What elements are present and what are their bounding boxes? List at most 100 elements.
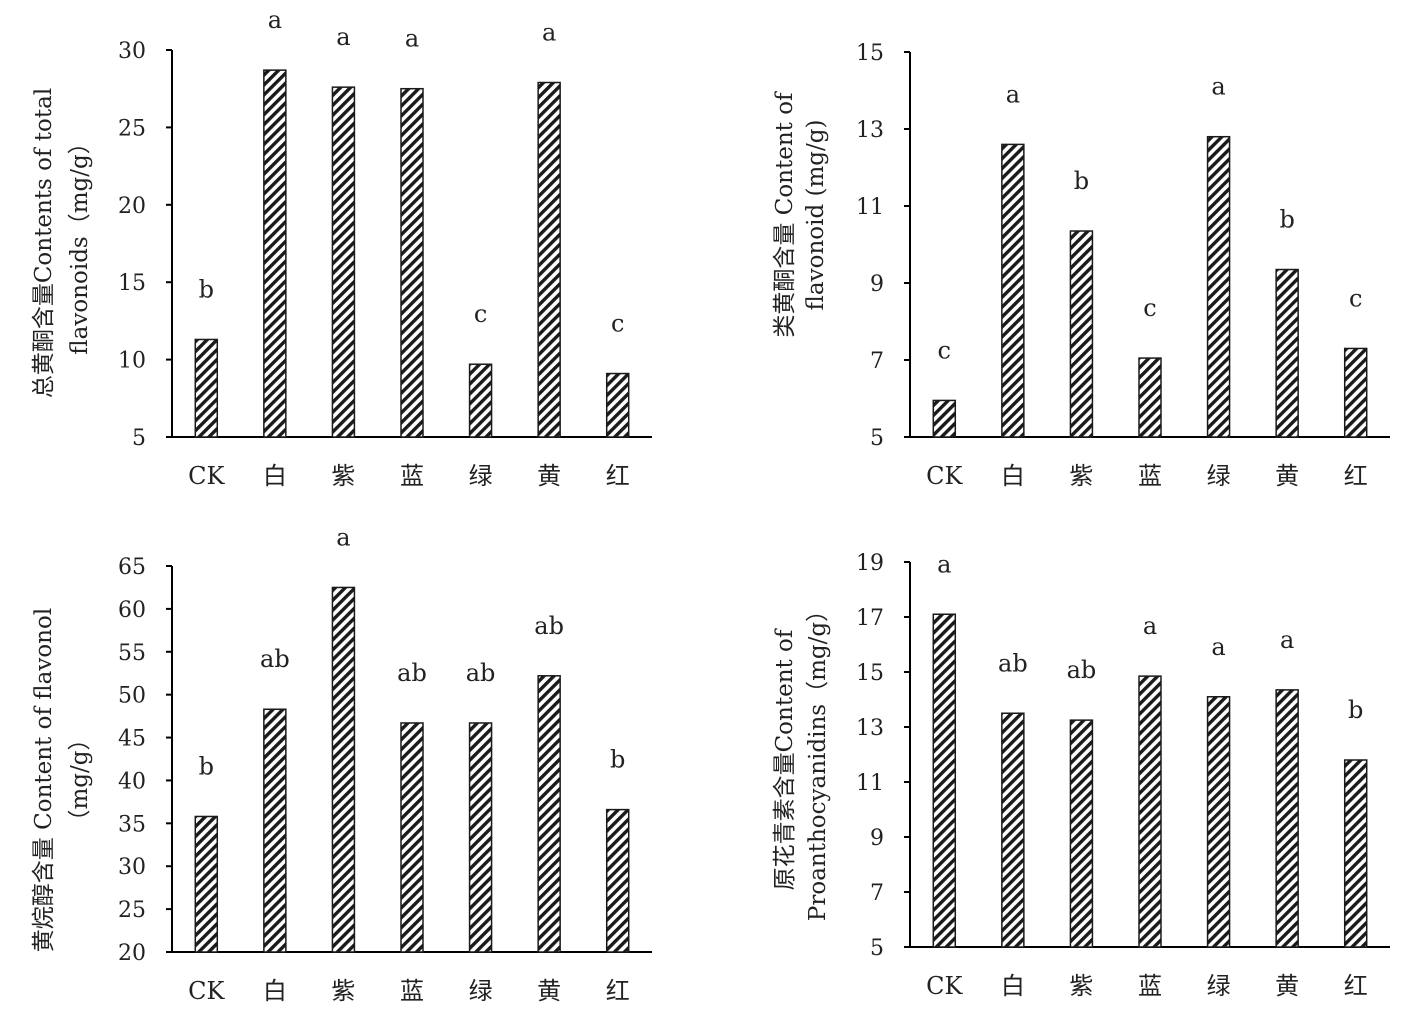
x-category-label: 黄 xyxy=(1275,972,1299,1000)
bar-蓝 xyxy=(1138,357,1162,438)
x-category-label: 蓝 xyxy=(400,977,424,1005)
bar-CK xyxy=(194,338,219,438)
significance-label: b xyxy=(1279,206,1294,234)
y-tick-label: 13 xyxy=(856,118,884,143)
x-category-label: 白 xyxy=(263,977,287,1005)
y-axis-label: 总黄酮含量Contents of total flavonoids（mg/g） xyxy=(31,88,93,398)
y-tick-label: 5 xyxy=(132,426,146,451)
significance-label: a xyxy=(336,23,350,51)
y-axis-label: 黄烷醇含量 Content of flavonol （mg/g） xyxy=(31,608,93,952)
significance-label: b xyxy=(610,746,625,774)
x-category-label: CK xyxy=(188,977,225,1005)
x-category-label: 白 xyxy=(1001,462,1025,490)
bar-蓝 xyxy=(400,87,424,438)
y-tick-label: 20 xyxy=(118,194,146,219)
x-category-label: CK xyxy=(926,462,963,490)
y-axis-label: 原花青素含量Content of Proanthocyanidins（mg/g） xyxy=(772,599,831,921)
y-tick-label: 50 xyxy=(118,684,146,709)
y-tick-label: 9 xyxy=(870,272,884,297)
significance-label: b xyxy=(1348,696,1363,724)
bar-红 xyxy=(1343,759,1368,948)
y-tick-label: 5 xyxy=(870,426,884,451)
significance-label: ab xyxy=(260,645,290,673)
y-tick-label: 55 xyxy=(118,641,146,666)
significance-label: b xyxy=(1074,167,1089,195)
x-category-label: CK xyxy=(926,972,963,1000)
significance-label: ab xyxy=(1067,656,1097,684)
bar-绿 xyxy=(1206,135,1231,438)
bar-紫 xyxy=(331,86,356,438)
significance-label: c xyxy=(1143,294,1156,322)
y-tick-label: 25 xyxy=(118,116,146,141)
significance-label: c xyxy=(474,300,487,328)
x-category-label: 紫 xyxy=(1069,972,1093,1000)
x-category-label: 红 xyxy=(1344,972,1368,1000)
bar-CK xyxy=(194,815,219,953)
y-axis-label-line-1: 原花青素含量Content of xyxy=(772,628,798,890)
x-category-label: 蓝 xyxy=(1138,972,1162,1000)
bar-绿 xyxy=(468,363,493,438)
bar-白 xyxy=(1001,712,1025,948)
bar-紫 xyxy=(1069,230,1094,438)
chart-panel-3: 20 25 30 35 40 45 50 55 60 65 CK b 白 ab 紫 a 蓝 ab 绿 ab 黄 ab 红 b 黄… xyxy=(31,523,652,1005)
x-category-label: 蓝 xyxy=(1138,462,1162,490)
y-tick-label: 15 xyxy=(856,661,884,686)
y-tick-label: 10 xyxy=(118,349,146,374)
x-category-label: 黄 xyxy=(1275,462,1299,490)
y-tick-label: 65 xyxy=(118,555,146,580)
y-tick-label: 19 xyxy=(856,551,884,576)
significance-label: a xyxy=(937,550,951,578)
y-tick-label: 9 xyxy=(870,826,884,851)
y-tick-label: 30 xyxy=(118,855,146,880)
x-category-label: 红 xyxy=(606,462,630,490)
significance-label: a xyxy=(1006,80,1020,108)
bar-蓝 xyxy=(400,722,424,953)
y-axis-label-line-2: Proanthocyanidins（mg/g） xyxy=(805,599,831,921)
significance-label: c xyxy=(1349,284,1362,312)
y-axis-label-line-2: flavonoid (mg/g) xyxy=(803,120,829,311)
significance-label: ab xyxy=(466,659,496,687)
bar-黄 xyxy=(537,675,561,953)
bar-紫 xyxy=(1069,719,1094,948)
y-tick-label: 11 xyxy=(856,771,884,796)
y-axis-label: 类黄酮含量 Content of flavonoid (mg/g) xyxy=(772,91,829,338)
y-tick-label: 7 xyxy=(870,881,884,906)
y-tick-label: 45 xyxy=(118,727,146,752)
x-category-label: 蓝 xyxy=(400,462,424,490)
y-tick-label: 11 xyxy=(856,195,884,220)
x-category-label: 紫 xyxy=(331,462,355,490)
y-axis-label-line-1: 总黄酮含量Contents of total xyxy=(31,88,57,398)
x-category-label: 红 xyxy=(1344,462,1368,490)
x-category-label: CK xyxy=(188,462,225,490)
bar-蓝 xyxy=(1138,675,1162,948)
x-category-label: 绿 xyxy=(469,462,493,490)
bar-绿 xyxy=(468,722,493,953)
bar-红 xyxy=(1343,347,1368,438)
y-tick-label: 35 xyxy=(118,812,146,837)
x-category-label: 黄 xyxy=(537,977,561,1005)
chart-panel-2: 5 7 9 11 13 15 CK c 白 a 紫 b 蓝 c 绿 a 黄 b 红 c 类黄酮含量 Content of… xyxy=(772,41,1390,490)
y-tick-label: 40 xyxy=(118,769,146,794)
x-category-label: 白 xyxy=(263,462,287,490)
significance-label: ab xyxy=(397,659,427,687)
significance-label: a xyxy=(405,25,419,53)
y-axis-label-line-1: 黄烷醇含量 Content of flavonol xyxy=(31,608,57,952)
x-category-label: 白 xyxy=(1001,972,1025,1000)
bar-绿 xyxy=(1206,696,1231,948)
significance-label: a xyxy=(542,19,556,47)
y-tick-label: 7 xyxy=(870,349,884,374)
significance-label: a xyxy=(1143,612,1157,640)
bar-CK xyxy=(932,613,957,948)
x-category-label: 绿 xyxy=(469,977,493,1005)
significance-label: ab xyxy=(998,649,1028,677)
bar-黄 xyxy=(1275,689,1299,948)
bar-黄 xyxy=(1275,268,1299,438)
bar-黄 xyxy=(537,81,561,438)
significance-label: a xyxy=(336,523,350,551)
significance-label: a xyxy=(1211,73,1225,101)
y-tick-label: 30 xyxy=(118,39,146,64)
bar-CK xyxy=(932,399,957,438)
x-category-label: 红 xyxy=(606,977,630,1005)
x-category-label: 黄 xyxy=(537,462,561,490)
